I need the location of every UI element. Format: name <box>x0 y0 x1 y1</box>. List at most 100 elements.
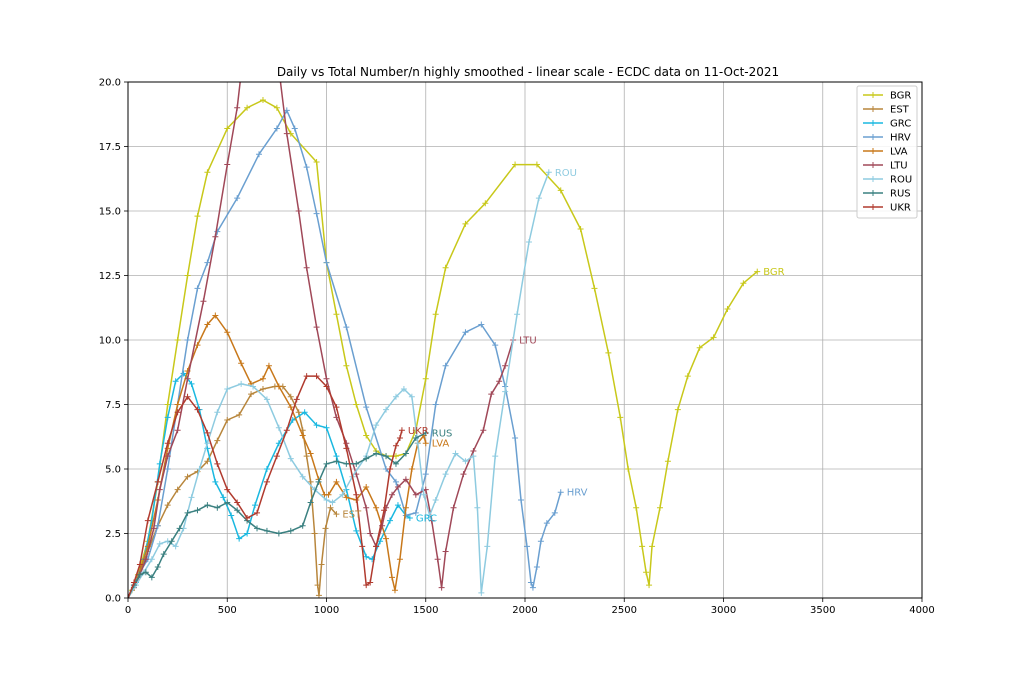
end-label-lva: LVA <box>432 439 450 450</box>
data-point <box>234 195 241 202</box>
data-point <box>184 393 191 400</box>
data-point <box>381 507 388 514</box>
data-point <box>303 453 310 460</box>
data-point <box>142 556 149 563</box>
data-point <box>295 208 302 214</box>
series-layer <box>128 82 761 598</box>
data-point <box>287 404 294 411</box>
data-point <box>325 491 332 498</box>
x-tick-label: 2500 <box>612 605 637 616</box>
data-point <box>299 522 306 529</box>
end-label-ukr: UKR <box>408 426 429 437</box>
data-point <box>373 543 380 550</box>
data-point <box>301 409 308 416</box>
chart-title: Daily vs Total Number/n highly smoothed … <box>277 65 779 79</box>
data-point <box>323 259 330 266</box>
data-point <box>383 453 390 460</box>
legend-label: GRC <box>890 119 911 130</box>
data-point <box>412 509 419 516</box>
data-point <box>164 401 171 408</box>
data-point <box>462 220 469 227</box>
data-point <box>754 268 761 275</box>
data-point <box>392 393 399 400</box>
legend-marker <box>870 92 876 98</box>
data-point <box>383 406 390 413</box>
data-point <box>359 543 366 550</box>
data-point <box>234 507 241 514</box>
data-point <box>387 517 394 524</box>
data-point <box>136 571 143 578</box>
data-point <box>238 360 245 367</box>
data-point <box>224 161 231 168</box>
data-point <box>462 329 469 336</box>
axis-ticks: 0 500 1000 1500 2000 2500 3000 3500 4000 0.0 2.5 5.… <box>99 78 935 617</box>
data-point <box>204 429 211 436</box>
data-point <box>293 396 300 403</box>
data-point <box>248 391 255 398</box>
data-point <box>204 458 211 465</box>
x-tick-label: 3000 <box>711 605 736 616</box>
data-point <box>323 375 330 382</box>
data-point <box>323 460 330 467</box>
data-point <box>400 386 407 393</box>
data-point <box>238 380 245 387</box>
data-point <box>244 104 251 111</box>
data-point <box>518 496 525 503</box>
legend-item-bgr: BGR <box>863 91 911 102</box>
data-point <box>420 491 427 498</box>
data-point <box>502 362 509 369</box>
data-point <box>273 453 280 460</box>
data-point <box>363 582 370 589</box>
legend-item-grc: GRC <box>863 119 911 130</box>
data-point <box>303 264 310 271</box>
data-point <box>367 579 374 586</box>
data-point <box>343 445 350 452</box>
legend-label: ROU <box>890 175 912 186</box>
data-point <box>408 466 415 472</box>
data-point <box>389 491 396 498</box>
data-point <box>164 414 171 421</box>
data-point <box>184 337 191 343</box>
data-point <box>484 543 491 550</box>
data-point <box>311 530 318 537</box>
data-point <box>373 450 380 457</box>
data-point <box>478 589 485 596</box>
data-point <box>234 499 241 506</box>
data-point <box>432 311 439 318</box>
data-point <box>442 548 449 555</box>
legend-marker <box>870 106 876 112</box>
data-point <box>313 158 320 165</box>
data-point <box>412 435 419 442</box>
legend-item-rus: RUS <box>863 189 911 200</box>
legend-item-ltu: LTU <box>863 161 908 172</box>
x-tick-label: 500 <box>218 605 237 616</box>
data-point <box>470 453 477 460</box>
data-point <box>333 404 340 411</box>
data-point <box>156 540 163 547</box>
x-tick-label: 1500 <box>413 605 438 616</box>
data-point <box>252 502 259 509</box>
data-point <box>263 478 270 485</box>
data-point <box>150 525 157 532</box>
data-point <box>224 486 231 493</box>
data-point <box>130 579 137 586</box>
data-point <box>333 458 340 465</box>
data-point <box>283 427 290 434</box>
data-point <box>577 226 584 233</box>
data-point <box>194 285 201 292</box>
legend-label: RUS <box>890 189 911 200</box>
data-point <box>488 391 495 398</box>
y-tick-label: 17.5 <box>99 142 121 153</box>
data-point <box>391 587 398 594</box>
data-point <box>313 210 320 217</box>
data-point <box>283 130 290 137</box>
data-point <box>353 401 360 408</box>
data-point <box>512 161 519 168</box>
data-point <box>422 375 429 382</box>
data-point <box>343 362 350 369</box>
data-point <box>204 321 211 328</box>
data-point <box>172 543 179 550</box>
data-point <box>514 311 521 318</box>
data-point <box>194 507 201 514</box>
